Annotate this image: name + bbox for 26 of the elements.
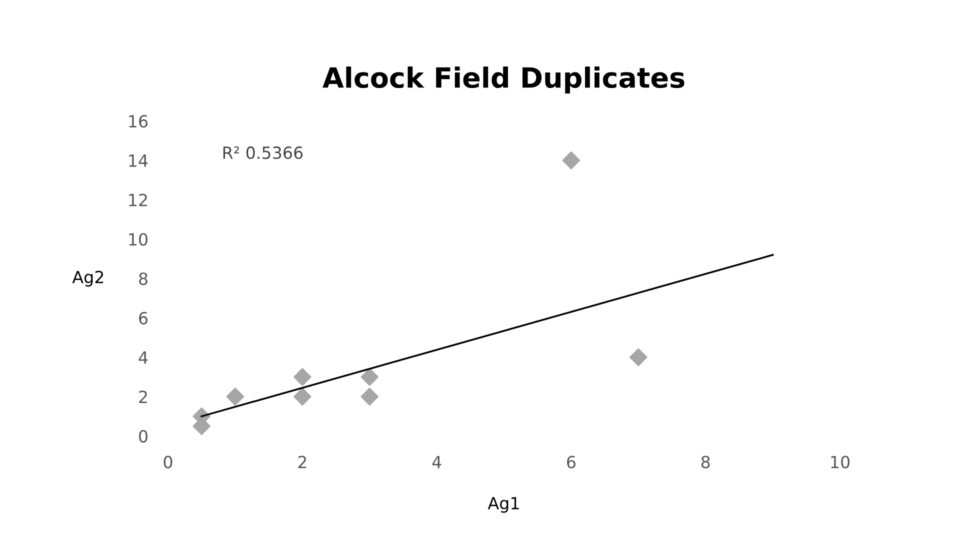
annotation: R² 0.5366 — [223, 146, 303, 160]
y-tick-label: 12 — [129, 194, 147, 206]
x-tick-label: 8 — [701, 456, 710, 468]
y-tick-label: 10 — [129, 233, 148, 246]
point — [293, 388, 312, 406]
x-tick-label: 2 — [298, 456, 306, 468]
x-axis-title: Ag1 — [488, 497, 519, 513]
y-tick-label: 2 — [139, 390, 147, 403]
x-tick-label: 0 — [164, 456, 172, 468]
point — [293, 368, 312, 386]
point — [360, 368, 379, 386]
y-tick-label: 16 — [129, 114, 148, 128]
y-tick-label: 4 — [138, 351, 148, 364]
point — [629, 348, 648, 366]
y-tick-label: 0 — [139, 430, 148, 443]
x-tick-label: 10 — [831, 456, 850, 468]
point — [562, 151, 580, 170]
x-tick-label: 6 — [567, 456, 576, 468]
point — [226, 388, 244, 406]
chart-title: Alcock Field Duplicates — [322, 66, 684, 94]
y-axis-title: Ag2 — [72, 270, 104, 287]
x-tick-label: 4 — [432, 456, 442, 468]
y-tick-label: 14 — [129, 154, 148, 167]
y-tick-label: 8 — [139, 272, 148, 286]
point — [360, 388, 379, 406]
y-tick-label: 6 — [139, 312, 148, 324]
